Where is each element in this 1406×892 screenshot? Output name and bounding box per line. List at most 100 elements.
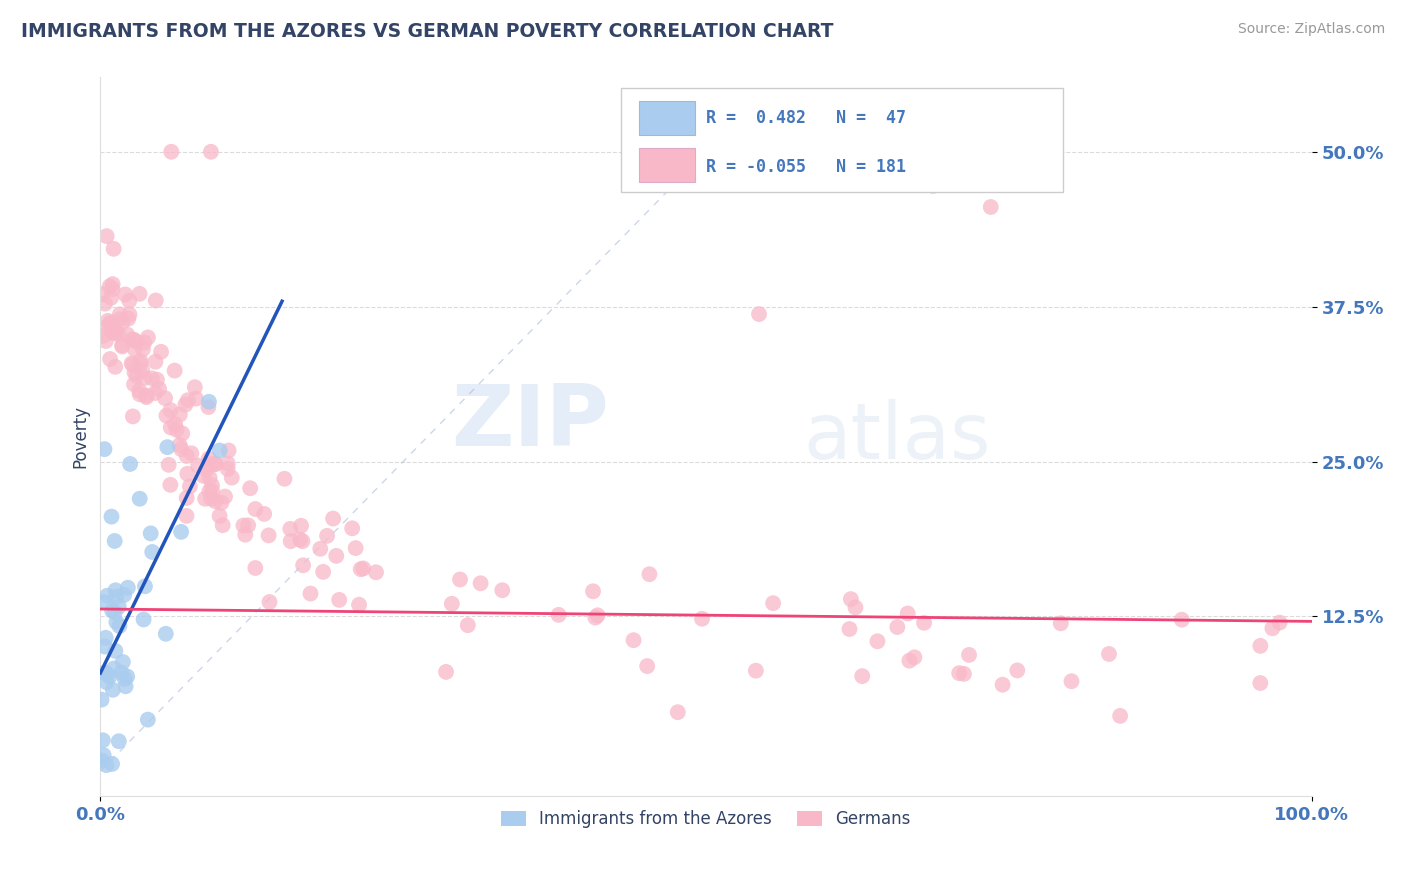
Point <box>903 650 925 665</box>
Point <box>233 527 256 541</box>
Point <box>93 748 115 763</box>
Point <box>201 483 224 498</box>
Point <box>217 462 239 476</box>
Point <box>200 458 222 472</box>
Point <box>236 518 259 533</box>
Point <box>91 733 114 747</box>
Point <box>851 669 873 683</box>
Point <box>1098 647 1121 661</box>
Point <box>638 567 661 582</box>
Point <box>153 391 176 405</box>
Point <box>121 333 143 347</box>
Point <box>125 368 148 383</box>
Point <box>155 627 177 641</box>
Point <box>636 659 658 673</box>
Point <box>104 644 127 658</box>
Point <box>108 734 131 748</box>
Point <box>90 754 112 768</box>
Text: IMMIGRANTS FROM THE AZORES VS GERMAN POVERTY CORRELATION CHART: IMMIGRANTS FROM THE AZORES VS GERMAN POV… <box>21 22 834 41</box>
Point <box>122 409 145 424</box>
Point <box>1171 613 1194 627</box>
Point <box>143 386 166 401</box>
Point <box>129 354 152 368</box>
FancyBboxPatch shape <box>621 88 1063 193</box>
Point <box>157 458 180 472</box>
Point <box>165 417 187 432</box>
Point <box>159 420 181 434</box>
Point <box>176 491 198 505</box>
Point <box>134 371 156 385</box>
Point <box>121 356 143 370</box>
Point <box>197 400 219 414</box>
Point <box>322 511 344 525</box>
Point <box>440 597 463 611</box>
Point <box>197 451 219 466</box>
Point <box>94 320 117 334</box>
Point <box>209 496 232 510</box>
Point <box>200 491 222 506</box>
Point <box>124 365 146 379</box>
Point <box>245 561 267 575</box>
Point <box>115 327 138 342</box>
Point <box>134 579 156 593</box>
Point <box>586 608 609 623</box>
Point <box>104 359 127 374</box>
Point <box>221 470 243 484</box>
Text: R =  0.482   N =  47: R = 0.482 N = 47 <box>706 110 905 128</box>
Point <box>160 145 183 159</box>
Point <box>941 166 963 180</box>
Point <box>100 509 122 524</box>
Point <box>111 315 134 329</box>
Point <box>309 541 332 556</box>
Point <box>886 620 908 634</box>
Point <box>136 330 159 344</box>
Point <box>128 286 150 301</box>
Point <box>953 666 976 681</box>
Point <box>214 490 236 504</box>
Point <box>105 615 128 629</box>
Point <box>139 526 162 541</box>
Point <box>208 443 231 458</box>
Point <box>91 287 114 301</box>
Point <box>114 672 136 686</box>
Point <box>257 528 280 542</box>
Point <box>136 713 159 727</box>
Point <box>104 326 127 341</box>
Point <box>96 589 118 603</box>
Point <box>184 380 207 394</box>
Point <box>204 494 226 508</box>
Point <box>547 607 569 622</box>
Point <box>98 279 121 293</box>
Point <box>195 462 218 476</box>
Point <box>122 377 145 392</box>
Point <box>991 678 1014 692</box>
Point <box>1007 664 1029 678</box>
Text: atlas: atlas <box>803 399 990 475</box>
Point <box>193 469 215 483</box>
Point <box>280 534 302 549</box>
Text: Source: ZipAtlas.com: Source: ZipAtlas.com <box>1237 22 1385 37</box>
Point <box>449 573 471 587</box>
Point <box>179 479 201 493</box>
Point <box>117 311 139 326</box>
Point <box>94 296 117 310</box>
FancyBboxPatch shape <box>640 101 695 135</box>
Point <box>364 566 387 580</box>
Point <box>150 344 173 359</box>
Point <box>290 518 312 533</box>
Point <box>114 679 136 693</box>
Point <box>253 507 276 521</box>
Point <box>101 604 124 618</box>
Point <box>582 584 605 599</box>
Point <box>101 282 124 296</box>
Point <box>350 562 373 576</box>
Point <box>745 664 768 678</box>
Point <box>134 335 156 350</box>
Point <box>1268 615 1291 630</box>
Point <box>159 403 181 417</box>
Point <box>145 355 167 369</box>
Point <box>111 655 134 669</box>
Point <box>325 549 347 563</box>
Point <box>155 409 177 423</box>
Point <box>108 312 131 326</box>
